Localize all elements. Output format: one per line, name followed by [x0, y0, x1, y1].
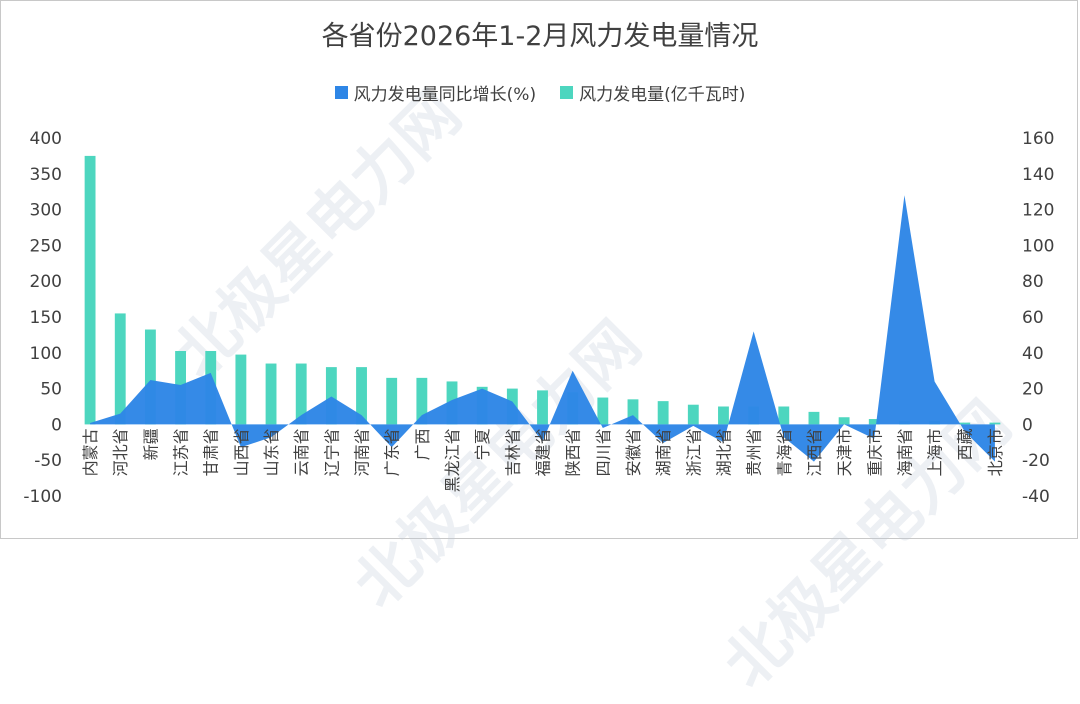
category-label: 山东省 [262, 428, 281, 476]
y-right-tick-label: 160 [1022, 129, 1054, 149]
generation-bar [265, 363, 277, 425]
y-left-tick-label: 100 [30, 344, 62, 364]
generation-bar [537, 390, 548, 425]
y-right-tick-label: -20 [1022, 451, 1050, 471]
category-label: 甘肃省 [202, 428, 221, 476]
category-label: 上海市 [926, 428, 945, 476]
category-label: 河南省 [353, 428, 372, 476]
category-label: 青海省 [775, 428, 794, 476]
category-label: 新疆 [141, 428, 160, 460]
category-label: 河北省 [111, 428, 130, 476]
y-left-tick-label: 250 [30, 236, 62, 256]
category-label: 湖北省 [714, 428, 733, 476]
y-left-tick-label: 400 [30, 129, 62, 149]
category-label: 湖南省 [654, 428, 673, 476]
generation-bar [718, 406, 729, 425]
y-left-tick-label: 300 [30, 201, 62, 221]
category-label: 陕西省 [564, 428, 583, 476]
y-right-tick-label: 140 [1022, 165, 1054, 185]
category-label: 江西省 [805, 428, 824, 476]
y-left-tick-label: 50 [40, 380, 62, 400]
generation-bar [235, 354, 247, 425]
generation-bar [838, 417, 850, 425]
generation-bar [84, 155, 96, 425]
chart-title: 各省份2026年1-2月风力发电量情况 [321, 21, 759, 52]
y-left-tick-label: 350 [30, 165, 62, 185]
legend-item-growth[interactable]: 风力发电量同比增长(%) [334, 80, 537, 105]
y-right-tick-label: 80 [1022, 272, 1044, 292]
generation-bar [687, 404, 699, 425]
y-left-tick-label: 200 [30, 272, 62, 292]
y-right-tick-label: 120 [1022, 201, 1054, 221]
legend: 风力发电量同比增长(%) 风力发电量(亿千瓦时) [0, 80, 1080, 105]
y-left-tick-label: 150 [30, 308, 62, 328]
legend-swatch-growth [334, 86, 348, 99]
category-label: 宁夏 [473, 428, 492, 460]
category-label: 山西省 [232, 428, 251, 476]
legend-item-generation[interactable]: 风力发电量(亿千瓦时) [560, 80, 745, 105]
category-label: 贵州省 [745, 428, 764, 476]
chart-plot: -100 -50 0 50 100 150 200 250 300 350 400 -40 -20 0 20… [23, 129, 1054, 507]
generation-bar [114, 313, 126, 425]
y-left-tick-label: 0 [51, 415, 62, 435]
growth-area [90, 195, 995, 462]
generation-bar [144, 329, 156, 425]
legend-label-generation: 风力发电量(亿千瓦时) [579, 85, 746, 105]
y-right-tick-label: 100 [1022, 236, 1054, 256]
legend-label-growth: 风力发电量同比增长(%) [353, 85, 537, 105]
category-label: 内蒙古 [81, 428, 100, 476]
category-label: 天津市 [835, 428, 854, 476]
category-label: 福建省 [534, 428, 553, 476]
generation-bar [295, 363, 307, 425]
category-label: 重庆市 [865, 428, 884, 476]
category-label: 浙江省 [684, 428, 703, 476]
y-right-tick-label: 0 [1022, 415, 1033, 435]
generation-bar [356, 367, 367, 425]
category-label: 吉林省 [503, 428, 522, 476]
category-label: 江苏省 [172, 428, 191, 476]
y-left-tick-label: -100 [23, 487, 62, 507]
generation-bar [325, 367, 337, 425]
y-right-tick-label: 40 [1022, 344, 1044, 364]
category-label: 西藏 [956, 428, 975, 460]
category-label: 广东省 [383, 428, 402, 476]
category-label: 海南省 [895, 428, 914, 476]
category-label: 黑龙江省 [443, 428, 462, 492]
category-label: 四川省 [594, 428, 613, 476]
generation-bar [597, 397, 609, 425]
y-right-tick-label: 60 [1022, 308, 1044, 328]
generation-bar [627, 399, 639, 425]
y-right-tick-label: 20 [1022, 380, 1044, 400]
category-label: 广西 [413, 428, 432, 460]
category-label: 北京市 [986, 428, 1005, 476]
generation-bar [657, 401, 669, 425]
category-label: 辽宁省 [322, 428, 341, 476]
generation-bar [868, 419, 880, 425]
legend-swatch-generation [560, 86, 574, 99]
generation-bar [959, 422, 971, 425]
generation-bar [386, 377, 398, 425]
y-left-tick-label: -50 [34, 451, 62, 471]
chart-frame [0, 0, 1078, 539]
category-label: 云南省 [292, 428, 311, 476]
generation-bar [416, 377, 428, 425]
generation-bar [778, 406, 790, 425]
generation-bar [808, 411, 820, 425]
y-right-tick-label: -40 [1022, 487, 1050, 507]
generation-bar [989, 422, 1001, 425]
category-label: 安徽省 [624, 428, 643, 476]
